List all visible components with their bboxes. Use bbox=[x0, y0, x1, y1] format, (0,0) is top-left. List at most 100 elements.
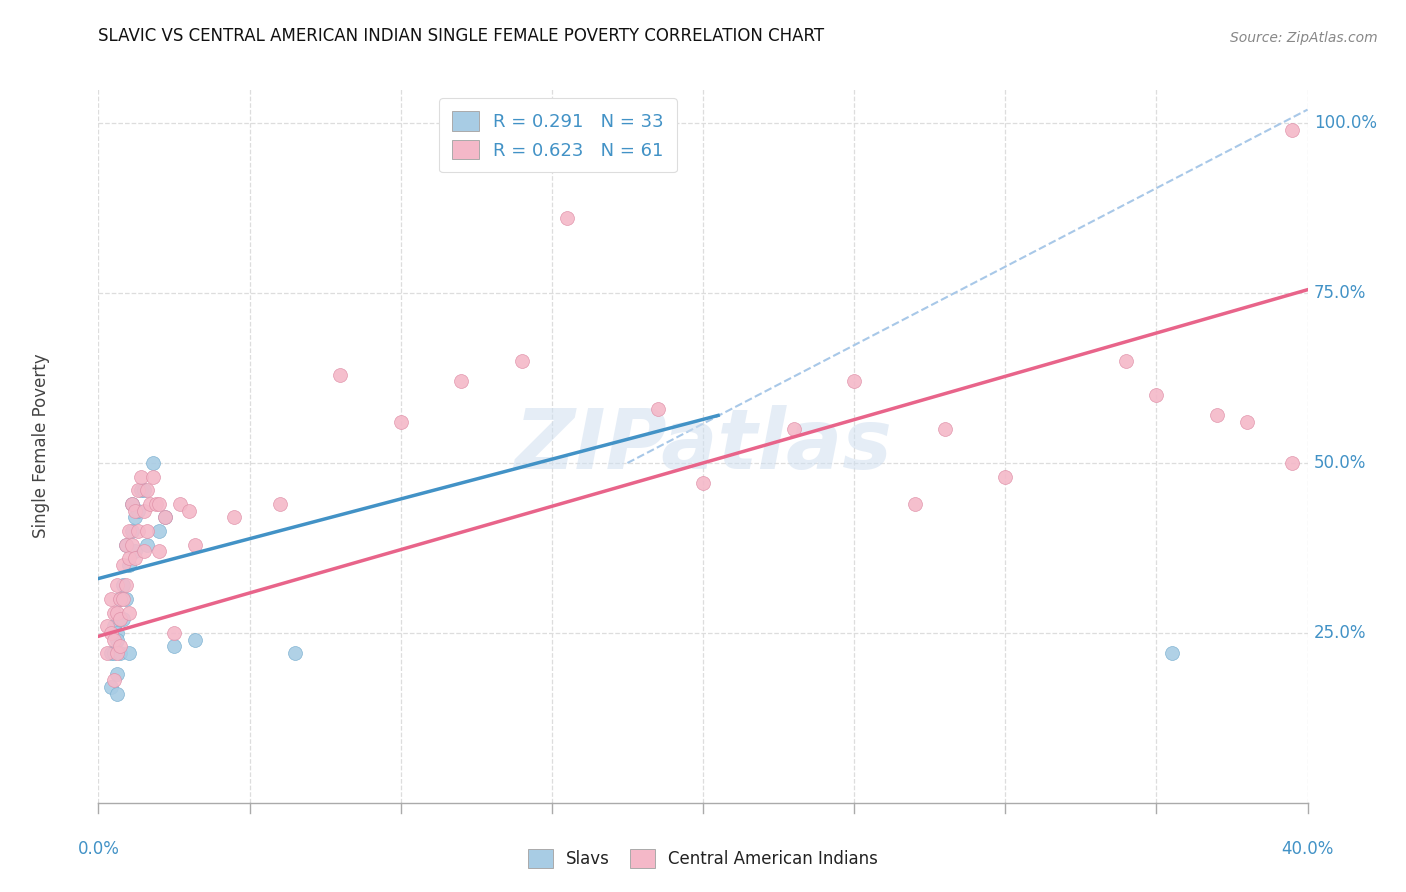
Point bbox=[105, 606, 128, 620]
Point bbox=[177, 503, 201, 517]
Point bbox=[121, 537, 143, 551]
Point bbox=[269, 497, 291, 511]
Point bbox=[111, 591, 134, 606]
Point bbox=[145, 497, 167, 511]
Point bbox=[114, 591, 136, 606]
Legend: Slavs, Central American Indians: Slavs, Central American Indians bbox=[522, 843, 884, 875]
Point bbox=[148, 544, 170, 558]
Text: 40.0%: 40.0% bbox=[1281, 840, 1334, 858]
Point bbox=[108, 612, 131, 626]
Point bbox=[129, 469, 152, 483]
Point bbox=[124, 510, 146, 524]
Point bbox=[124, 503, 146, 517]
Point bbox=[111, 578, 134, 592]
Point bbox=[555, 211, 578, 226]
Point bbox=[994, 469, 1017, 483]
Point bbox=[148, 524, 170, 538]
Point bbox=[127, 483, 149, 498]
Point bbox=[100, 680, 122, 694]
Point bbox=[1281, 456, 1303, 470]
Point bbox=[124, 551, 146, 566]
Text: SLAVIC VS CENTRAL AMERICAN INDIAN SINGLE FEMALE POVERTY CORRELATION CHART: SLAVIC VS CENTRAL AMERICAN INDIAN SINGLE… bbox=[98, 27, 824, 45]
Point bbox=[105, 626, 128, 640]
Point bbox=[647, 401, 669, 416]
Point bbox=[124, 544, 146, 558]
Point bbox=[142, 469, 165, 483]
Point bbox=[132, 503, 155, 517]
Point bbox=[844, 375, 866, 389]
Text: 50.0%: 50.0% bbox=[1313, 454, 1367, 472]
Point bbox=[103, 673, 125, 688]
Point bbox=[169, 497, 191, 511]
Point bbox=[100, 626, 122, 640]
Point bbox=[108, 640, 131, 654]
Point bbox=[329, 368, 352, 382]
Point bbox=[111, 612, 134, 626]
Point bbox=[108, 646, 131, 660]
Point bbox=[103, 619, 125, 633]
Point bbox=[184, 632, 207, 647]
Point bbox=[111, 558, 134, 572]
Point bbox=[118, 551, 141, 566]
Point bbox=[118, 524, 141, 538]
Point bbox=[153, 510, 176, 524]
Point bbox=[510, 354, 533, 368]
Point bbox=[135, 524, 157, 538]
Point bbox=[96, 619, 118, 633]
Point bbox=[129, 483, 152, 498]
Point bbox=[904, 497, 927, 511]
Point bbox=[163, 626, 186, 640]
Point bbox=[118, 646, 141, 660]
Point bbox=[934, 422, 956, 436]
Point bbox=[163, 640, 186, 654]
Point bbox=[692, 476, 714, 491]
Point bbox=[103, 632, 125, 647]
Point bbox=[127, 503, 149, 517]
Point bbox=[105, 578, 128, 592]
Point bbox=[1115, 354, 1137, 368]
Text: ZIPatlas: ZIPatlas bbox=[515, 406, 891, 486]
Point bbox=[782, 422, 804, 436]
Point bbox=[105, 687, 128, 701]
Point bbox=[555, 129, 578, 144]
Point bbox=[105, 646, 128, 660]
Point bbox=[148, 497, 170, 511]
Point bbox=[108, 591, 131, 606]
Text: 75.0%: 75.0% bbox=[1313, 284, 1367, 302]
Legend: R = 0.291   N = 33, R = 0.623   N = 61: R = 0.291 N = 33, R = 0.623 N = 61 bbox=[439, 98, 676, 172]
Point bbox=[184, 537, 207, 551]
Point bbox=[103, 606, 125, 620]
Point bbox=[118, 606, 141, 620]
Point bbox=[108, 612, 131, 626]
Text: 25.0%: 25.0% bbox=[1313, 624, 1367, 642]
Point bbox=[142, 456, 165, 470]
Point bbox=[121, 497, 143, 511]
Point bbox=[224, 510, 246, 524]
Text: Source: ZipAtlas.com: Source: ZipAtlas.com bbox=[1230, 30, 1378, 45]
Point bbox=[1160, 646, 1182, 660]
Point bbox=[139, 497, 162, 511]
Point bbox=[121, 497, 143, 511]
Point bbox=[108, 591, 131, 606]
Point bbox=[114, 537, 136, 551]
Point bbox=[450, 375, 472, 389]
Point bbox=[135, 483, 157, 498]
Text: 0.0%: 0.0% bbox=[77, 840, 120, 858]
Point bbox=[1281, 123, 1303, 137]
Point bbox=[127, 524, 149, 538]
Point bbox=[132, 483, 155, 498]
Point bbox=[114, 537, 136, 551]
Point bbox=[114, 578, 136, 592]
Point bbox=[103, 646, 125, 660]
Point bbox=[284, 646, 307, 660]
Point bbox=[1144, 388, 1167, 402]
Point bbox=[132, 544, 155, 558]
Text: 100.0%: 100.0% bbox=[1313, 114, 1376, 132]
Point bbox=[121, 524, 143, 538]
Point bbox=[389, 415, 412, 429]
Point bbox=[96, 646, 118, 660]
Point bbox=[1236, 415, 1258, 429]
Point bbox=[153, 510, 176, 524]
Point bbox=[105, 666, 128, 681]
Point bbox=[1206, 409, 1229, 423]
